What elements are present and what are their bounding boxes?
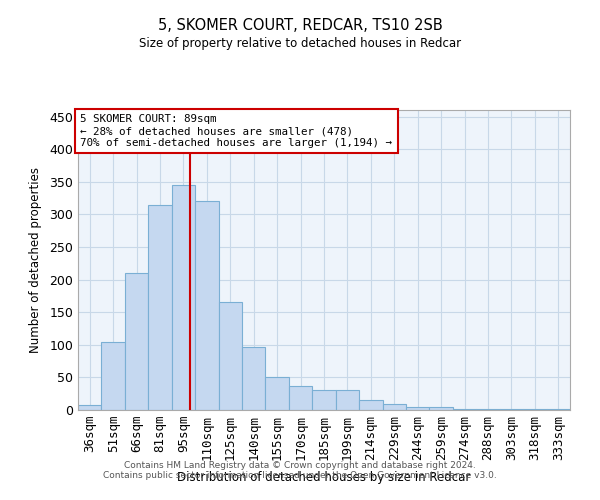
- Bar: [383, 404, 406, 410]
- Bar: [289, 386, 312, 410]
- Bar: [148, 204, 172, 410]
- Bar: [172, 185, 195, 410]
- Bar: [78, 406, 101, 410]
- Text: 5, SKOMER COURT, REDCAR, TS10 2SB: 5, SKOMER COURT, REDCAR, TS10 2SB: [158, 18, 442, 32]
- Bar: [218, 302, 242, 410]
- Bar: [359, 400, 383, 410]
- Bar: [406, 406, 430, 410]
- Text: 5 SKOMER COURT: 89sqm
← 28% of detached houses are smaller (478)
70% of semi-det: 5 SKOMER COURT: 89sqm ← 28% of detached …: [80, 114, 392, 148]
- Bar: [242, 346, 265, 410]
- Bar: [336, 390, 359, 410]
- Bar: [195, 202, 218, 410]
- Y-axis label: Number of detached properties: Number of detached properties: [29, 167, 43, 353]
- Bar: [265, 378, 289, 410]
- Bar: [312, 390, 336, 410]
- Bar: [453, 408, 476, 410]
- Bar: [125, 273, 148, 410]
- Text: Contains HM Land Registry data © Crown copyright and database right 2024.
Contai: Contains HM Land Registry data © Crown c…: [103, 460, 497, 480]
- Bar: [101, 342, 125, 410]
- X-axis label: Distribution of detached houses by size in Redcar: Distribution of detached houses by size …: [178, 471, 470, 484]
- Bar: [430, 406, 453, 410]
- Text: Size of property relative to detached houses in Redcar: Size of property relative to detached ho…: [139, 38, 461, 51]
